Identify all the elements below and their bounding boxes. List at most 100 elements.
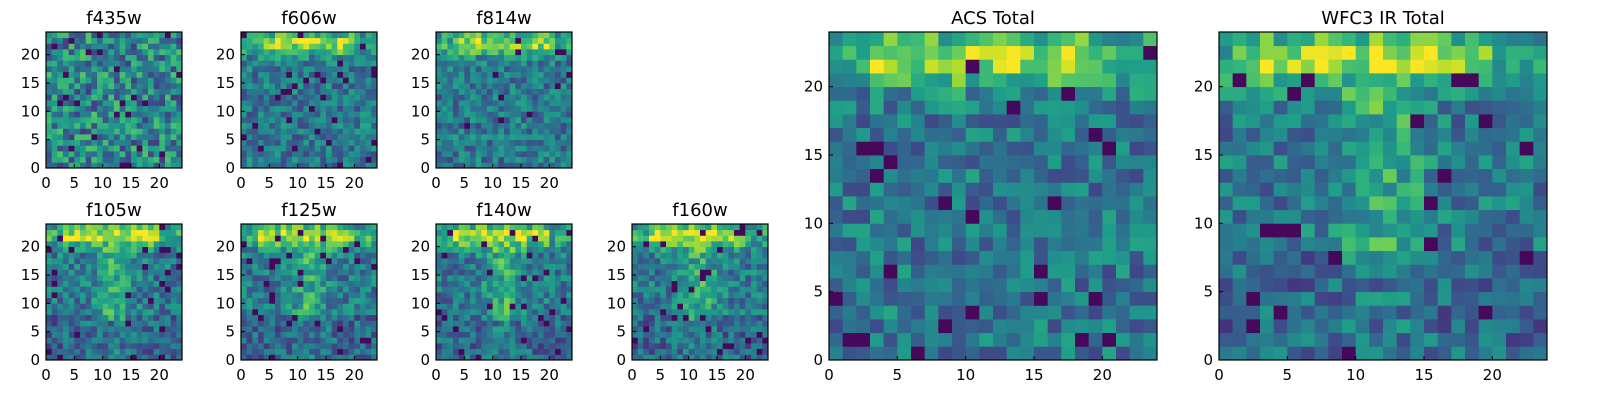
heatmap-cell — [46, 246, 53, 253]
heatmap-cell — [734, 320, 741, 327]
heatmap-cell — [711, 343, 718, 350]
heatmap-cell — [509, 60, 516, 67]
heatmap-cell — [159, 105, 166, 112]
heatmap-cell — [303, 122, 310, 129]
heatmap-cell — [677, 275, 684, 282]
heatmap-cell — [979, 86, 994, 101]
heatmap-cell — [297, 134, 304, 141]
heatmap-cell — [441, 60, 448, 67]
heatmap-cell — [337, 145, 344, 152]
heatmap-cell — [487, 354, 494, 361]
heatmap-cell — [705, 280, 712, 287]
heatmap-cell — [297, 88, 304, 95]
heatmap-cell — [515, 252, 522, 259]
heatmap-cell — [170, 303, 177, 310]
heatmap-cell — [326, 314, 333, 321]
heatmap-cell — [97, 83, 104, 90]
heatmap-cell — [136, 100, 143, 107]
heatmap-cell — [269, 258, 276, 265]
heatmap-cell — [470, 252, 477, 259]
heatmap-cell — [487, 343, 494, 350]
heatmap-cell — [326, 297, 333, 304]
heatmap-cell — [252, 151, 259, 158]
heatmap-cell — [700, 309, 707, 316]
heatmap-cell — [51, 292, 58, 299]
heatmap-cell — [897, 100, 912, 115]
heatmap-cell — [492, 224, 499, 231]
heatmap-cell — [1034, 100, 1049, 115]
x-tick-label: 0 — [236, 366, 246, 384]
heatmap-cell — [470, 343, 477, 350]
heatmap-cell — [258, 292, 265, 299]
heatmap-cell — [165, 77, 172, 84]
heatmap-cell — [159, 100, 166, 107]
heatmap-cell — [538, 314, 545, 321]
heatmap-cell — [711, 297, 718, 304]
heatmap-cell — [509, 314, 516, 321]
heatmap-cell — [475, 134, 482, 141]
heatmap-cell — [80, 303, 87, 310]
heatmap-cell — [68, 151, 75, 158]
heatmap-cell — [436, 292, 443, 299]
panel-title: f105w — [86, 200, 141, 221]
heatmap-cell — [246, 54, 253, 61]
heatmap-cell — [515, 263, 522, 270]
heatmap-cell — [102, 343, 109, 350]
heatmap-cell — [159, 331, 166, 338]
heatmap-cell — [142, 241, 149, 248]
heatmap-cell — [1451, 346, 1466, 361]
heatmap-cell — [348, 241, 355, 248]
heatmap-cell — [314, 263, 321, 270]
heatmap-cell — [91, 49, 98, 56]
y-tick-label: 5 — [616, 323, 626, 341]
heatmap-cell — [555, 292, 562, 299]
heatmap-cell — [85, 145, 92, 152]
heatmap-cell — [263, 235, 270, 242]
heatmap-cell — [883, 223, 898, 238]
heatmap-cell — [504, 156, 511, 163]
heatmap-cell — [119, 60, 126, 67]
heatmap-cell — [883, 59, 898, 74]
heatmap-cell — [303, 309, 310, 316]
heatmap-cell — [728, 224, 735, 231]
heatmap-cell — [309, 280, 316, 287]
heatmap-cell — [354, 134, 361, 141]
heatmap-cell — [504, 32, 511, 39]
heatmap-cell — [1129, 332, 1144, 347]
heatmap-cell — [91, 139, 98, 146]
heatmap-cell — [1342, 305, 1357, 320]
heatmap-cell — [246, 134, 253, 141]
heatmap-cell — [660, 280, 667, 287]
heatmap-cell — [447, 156, 454, 163]
heatmap-cell — [320, 292, 327, 299]
heatmap-cell — [263, 286, 270, 293]
heatmap-cell — [136, 117, 143, 124]
heatmap-cell — [543, 32, 550, 39]
heatmap-cell — [632, 280, 639, 287]
heatmap-cell — [649, 224, 656, 231]
heatmap-cell — [360, 128, 367, 135]
heatmap-cell — [436, 77, 443, 84]
heatmap-cell — [436, 303, 443, 310]
heatmap-cell — [148, 128, 155, 135]
heatmap-cell — [1020, 73, 1035, 88]
x-tick-label: 20 — [345, 366, 364, 384]
heatmap-cell — [252, 309, 259, 316]
heatmap-cell — [911, 73, 926, 88]
heatmap-cell — [309, 139, 316, 146]
heatmap-cell — [436, 348, 443, 355]
heatmap-cell — [938, 291, 953, 306]
y-tick-label: 5 — [30, 323, 40, 341]
heatmap-cell — [555, 275, 562, 282]
heatmap-cell — [326, 252, 333, 259]
heatmap-cell — [292, 229, 299, 236]
heatmap-cell — [441, 263, 448, 270]
heatmap-cell — [119, 241, 126, 248]
heatmap-cell — [526, 314, 533, 321]
heatmap-cell — [85, 348, 92, 355]
heatmap-cell — [481, 43, 488, 50]
heatmap-cell — [688, 258, 695, 265]
heatmap-cell — [360, 134, 367, 141]
heatmap-cell — [258, 309, 265, 316]
heatmap-cell — [74, 246, 81, 253]
